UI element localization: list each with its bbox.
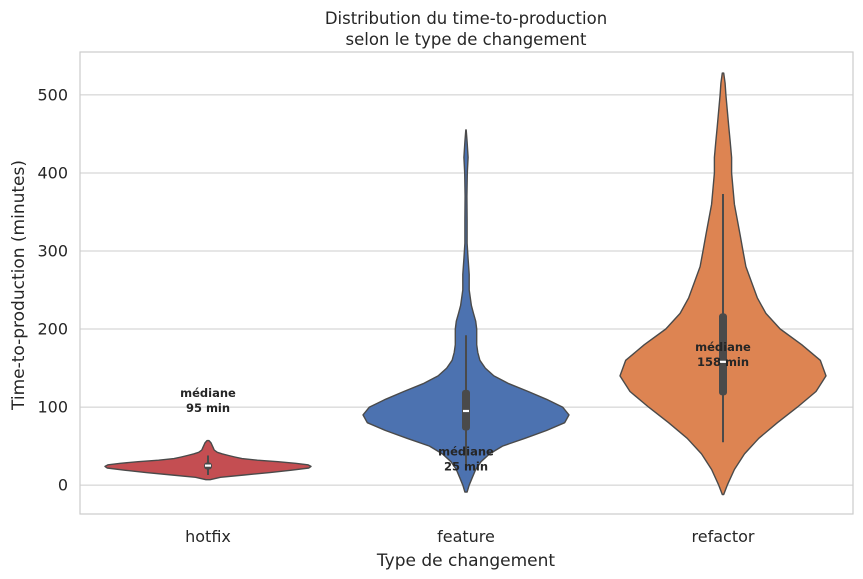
x-tick-label-hotfix: hotfix [185, 527, 231, 546]
x-tick-labels: hotfix feature refactor [185, 527, 755, 546]
y-tick-label: 100 [37, 398, 68, 417]
y-tick-label: 300 [37, 242, 68, 261]
annotation-value: 25 min [444, 460, 488, 474]
annotation-label: médiane [180, 386, 236, 400]
plot-frame [79, 51, 854, 515]
violin-feature [362, 129, 570, 493]
x-axis-label: Type de changement [376, 551, 555, 571]
y-tick-label: 200 [37, 320, 68, 339]
chart-title-line2: selon le type de changement [346, 30, 587, 49]
annotation-value: 95 min [186, 401, 230, 415]
x-tick-label-refactor: refactor [692, 527, 755, 546]
iqr-box-refactor [719, 313, 727, 396]
annotation-value: 158 min [697, 355, 749, 369]
plot-border [79, 51, 854, 515]
chart-title-line1: Distribution du time-to-production [325, 9, 607, 28]
annotation-label: médiane [695, 340, 751, 354]
annotation-label: médiane [438, 445, 494, 459]
y-axis-label: Time-to-production (minutes) [9, 160, 29, 411]
violins [104, 72, 827, 496]
x-tick-label-feature: feature [437, 527, 495, 546]
y-tick-label: 0 [58, 476, 68, 495]
y-tick-label: 400 [37, 163, 68, 182]
y-tick-labels: 0 100 200 300 400 500 [37, 85, 68, 494]
y-tick-label: 500 [37, 85, 68, 104]
